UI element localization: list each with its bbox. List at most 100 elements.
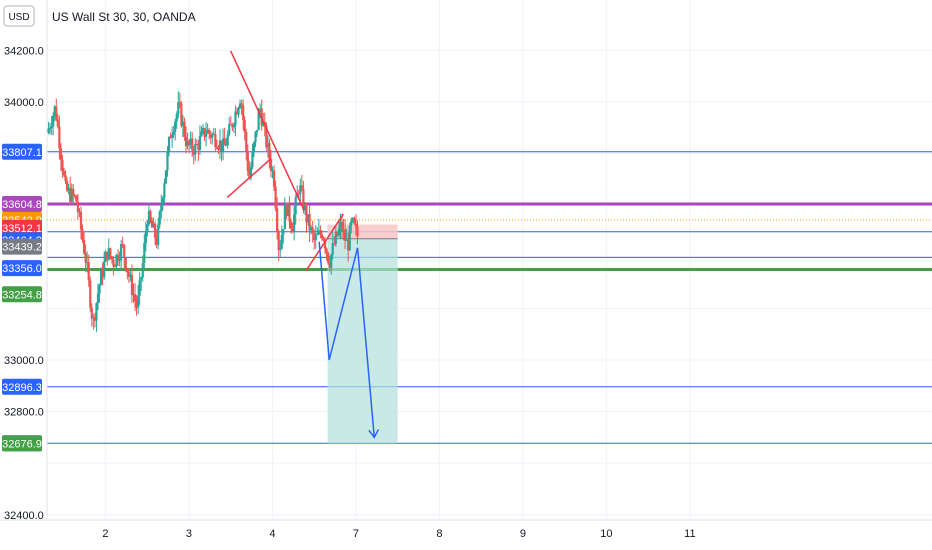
- candle-body: [137, 295, 140, 308]
- candle-body: [184, 136, 188, 147]
- candle-body: [174, 121, 177, 132]
- price-badge: [2, 286, 42, 303]
- candle-body: [330, 254, 333, 268]
- price-tick-label: 34200.0: [4, 45, 44, 57]
- price-badge-label: 32676.9: [2, 438, 42, 450]
- candle-body: [86, 262, 89, 264]
- candle-body: [229, 124, 232, 126]
- candle-body: [246, 151, 249, 172]
- candle-body: [274, 186, 277, 209]
- candle-body: [214, 133, 217, 147]
- projection-line[interactable]: [318, 241, 376, 438]
- candle-body: [286, 202, 290, 216]
- time-tick-label: 8: [436, 528, 442, 540]
- candle-body: [334, 231, 337, 244]
- candle-body: [255, 129, 259, 132]
- candle-body: [64, 175, 67, 182]
- candle-body: [157, 224, 160, 245]
- currency-button[interactable]: [3, 5, 35, 27]
- candle-body: [302, 188, 305, 211]
- take-profit-zone[interactable]: [327, 238, 398, 444]
- candle-body: [70, 188, 73, 202]
- candle-body: [132, 294, 135, 296]
- candle-body: [163, 183, 166, 198]
- candle-body: [288, 202, 291, 222]
- trendline[interactable]: [229, 50, 305, 211]
- candle-body: [73, 195, 76, 197]
- candle-body: [59, 148, 63, 160]
- candle-body: [79, 211, 83, 230]
- candle-body: [220, 140, 223, 152]
- candle-body: [124, 258, 127, 270]
- candle-body: [62, 171, 66, 176]
- candle-body: [189, 138, 192, 145]
- candle-body: [208, 129, 211, 134]
- candle-body: [61, 159, 64, 172]
- candle-body: [282, 228, 285, 235]
- trendline[interactable]: [226, 158, 272, 199]
- time-tick-label: 4: [269, 528, 275, 540]
- candle-body: [123, 244, 126, 259]
- trendline-drawings[interactable]: [226, 50, 345, 272]
- candle-body: [53, 106, 56, 116]
- candle-body: [340, 221, 344, 232]
- candle-body: [353, 218, 356, 224]
- price-tick-label: 32800.0: [4, 407, 44, 419]
- candle-body: [337, 228, 341, 236]
- candle-body: [266, 143, 269, 148]
- candle-body: [175, 114, 178, 122]
- price-badge: [2, 195, 42, 212]
- short-position-tool[interactable]: [327, 224, 398, 444]
- price-badge-label: 33512.1: [2, 223, 42, 235]
- price-tick-label: 32400.0: [4, 510, 44, 522]
- time-tick-label: 9: [520, 528, 526, 540]
- candle-body: [251, 151, 254, 168]
- candle-body: [72, 188, 75, 196]
- candle-body: [152, 223, 155, 228]
- candle-body: [101, 270, 104, 278]
- candle-body: [141, 262, 144, 278]
- candle-body: [279, 248, 282, 251]
- candle-body: [325, 248, 328, 253]
- candle-body: [109, 248, 112, 257]
- candle-body: [171, 134, 174, 138]
- candle-body: [300, 185, 303, 189]
- candle-body: [317, 230, 320, 235]
- candle-body: [316, 234, 319, 236]
- price-axis[interactable]: 34200.0 34000.0 33000.0 32800.0 32400.0: [4, 45, 44, 521]
- candle-body: [283, 204, 286, 229]
- candle-body: [55, 106, 58, 120]
- candle-body: [323, 240, 327, 249]
- candle-body: [306, 214, 310, 223]
- candle-body: [225, 145, 228, 147]
- candle-body: [146, 224, 149, 232]
- time-tick-label: 2: [102, 528, 108, 540]
- projection-path[interactable]: [318, 241, 380, 439]
- candle-body: [197, 144, 200, 150]
- candle-body: [303, 206, 307, 211]
- candle-body: [254, 131, 257, 143]
- candle-body: [243, 120, 246, 133]
- trendline[interactable]: [305, 213, 345, 272]
- candle-body: [237, 108, 240, 115]
- candle-body: [242, 105, 245, 121]
- candle-body: [265, 125, 268, 148]
- candle-body: [226, 134, 229, 146]
- candle-body: [297, 193, 300, 195]
- candle-body: [106, 251, 109, 260]
- time-axis[interactable]: 2 3 4 7 8 9 10 11: [102, 528, 695, 540]
- currency-button-label: USD: [8, 12, 29, 23]
- candle-body: [305, 206, 308, 223]
- horizontal-levels[interactable]: [47, 151, 932, 444]
- candle-body: [183, 121, 186, 137]
- price-badge-label: 32896.3: [2, 382, 42, 394]
- candle-body: [294, 197, 297, 215]
- projection-arrowhead: [368, 429, 380, 439]
- candle-body: [129, 274, 132, 277]
- candle-body: [212, 133, 215, 135]
- candle-body: [277, 232, 280, 251]
- candle-body: [188, 140, 191, 145]
- candle-body: [293, 214, 296, 233]
- price-badge: [2, 260, 42, 277]
